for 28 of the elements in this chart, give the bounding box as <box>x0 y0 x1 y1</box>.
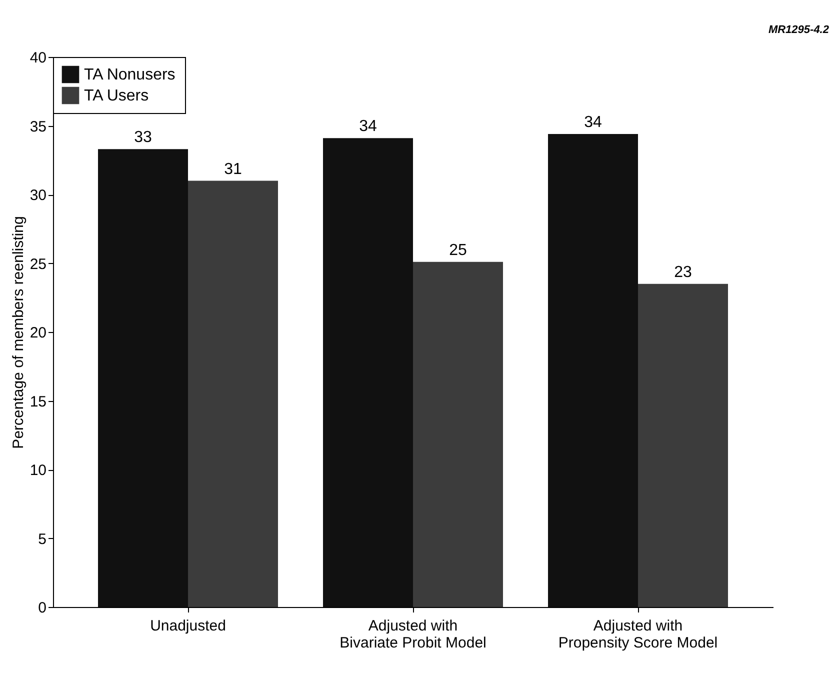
x-tick-label: Adjusted with Bivariate Probit Model <box>340 618 486 652</box>
x-tick-label: Unadjusted <box>150 618 226 634</box>
y-tick-label: 25 <box>30 256 46 273</box>
text: MR1295-4.2 <box>768 24 829 36</box>
data-label: 23 <box>674 264 692 281</box>
y-tick-label: 30 <box>30 187 46 204</box>
bar <box>638 284 728 607</box>
legend-label: TA Nonusers <box>84 66 176 84</box>
y-tick-label: 0 <box>38 600 46 616</box>
bar <box>548 134 638 607</box>
y-axis-title: Percentage of members reenlisting <box>10 216 27 449</box>
data-label: 25 <box>449 242 467 259</box>
legend-label: TA Users <box>84 88 149 104</box>
y-tick-label: 20 <box>30 324 46 342</box>
y-tick-label: 5 <box>38 530 46 548</box>
bar <box>323 138 413 607</box>
x-tick-label: Adjusted with Propensity Score Model <box>558 618 718 652</box>
data-label: 34 <box>584 114 602 131</box>
y-tick-label: 35 <box>30 118 46 136</box>
data-label: 31 <box>224 160 242 178</box>
data-label: 34 <box>359 118 377 136</box>
bar <box>188 180 278 607</box>
bar <box>413 262 503 607</box>
bar <box>98 149 188 607</box>
y-tick-label: 10 <box>30 462 46 479</box>
y-tick-label: 15 <box>30 393 46 410</box>
y-tick-label: 40 <box>30 50 46 66</box>
data-label: 33 <box>134 129 152 146</box>
